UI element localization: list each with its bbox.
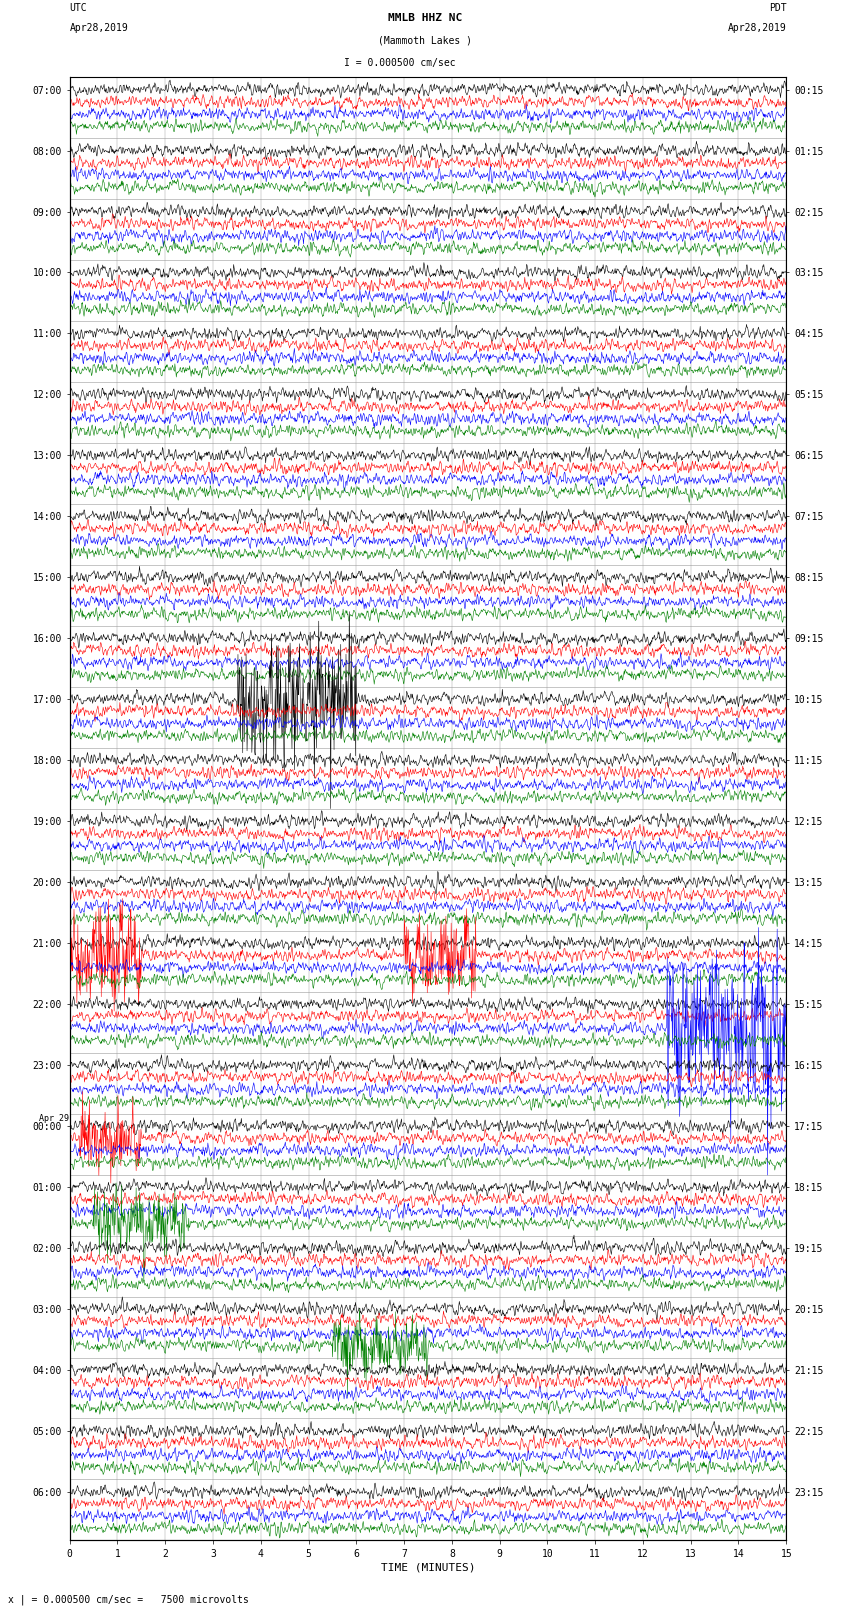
Text: (Mammoth Lakes ): (Mammoth Lakes ): [378, 35, 472, 45]
Text: Apr28,2019: Apr28,2019: [728, 23, 786, 32]
Text: I = 0.000500 cm/sec: I = 0.000500 cm/sec: [343, 58, 456, 68]
X-axis label: TIME (MINUTES): TIME (MINUTES): [381, 1563, 475, 1573]
Text: UTC: UTC: [70, 3, 88, 13]
Text: Apr28,2019: Apr28,2019: [70, 23, 128, 32]
Text: MMLB HHZ NC: MMLB HHZ NC: [388, 13, 462, 23]
Text: PDT: PDT: [768, 3, 786, 13]
Text: Apr 29: Apr 29: [39, 1115, 69, 1123]
Text: x | = 0.000500 cm/sec =   7500 microvolts: x | = 0.000500 cm/sec = 7500 microvolts: [8, 1594, 249, 1605]
